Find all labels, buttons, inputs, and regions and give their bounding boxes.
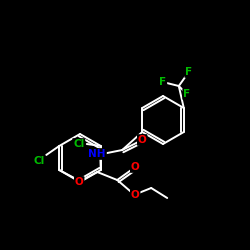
- Text: Cl: Cl: [34, 156, 45, 166]
- Text: F: F: [159, 77, 166, 87]
- Text: F: F: [185, 67, 192, 77]
- Text: O: O: [131, 162, 140, 172]
- Text: NH: NH: [88, 149, 106, 159]
- Text: F: F: [183, 89, 190, 99]
- Text: O: O: [138, 135, 146, 145]
- Text: Cl: Cl: [73, 139, 85, 149]
- Text: O: O: [131, 190, 140, 200]
- Text: O: O: [75, 177, 84, 187]
